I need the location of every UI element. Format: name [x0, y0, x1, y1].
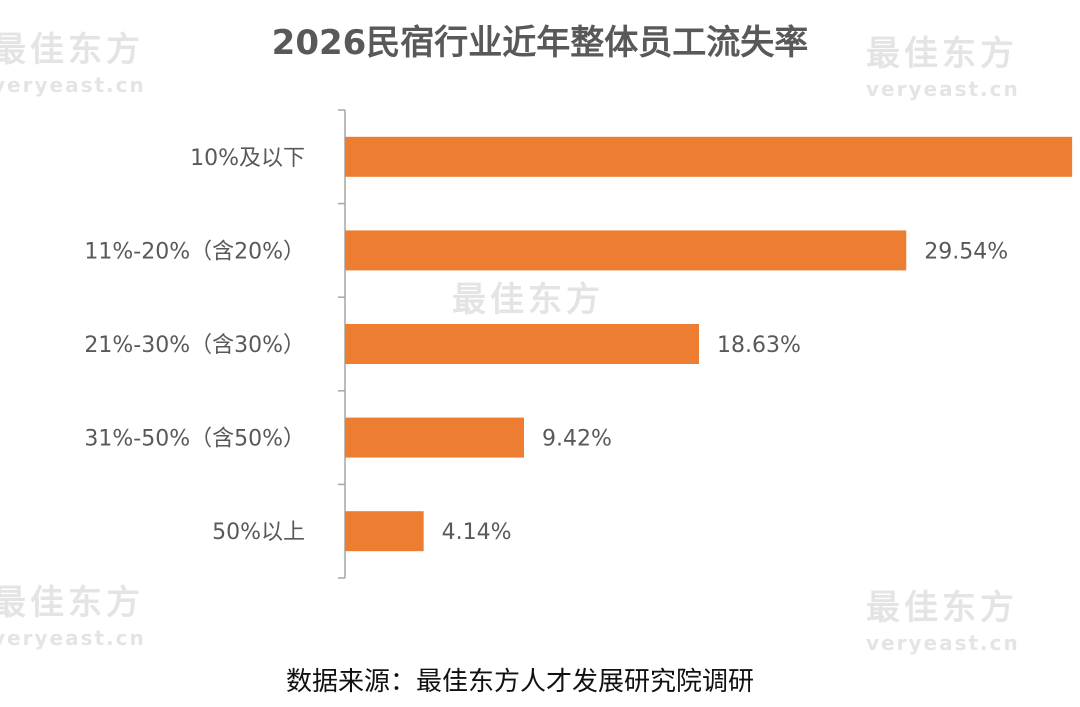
value-label: 29.54% — [924, 239, 1008, 264]
value-label: 18.63% — [717, 333, 801, 358]
bar — [345, 230, 907, 271]
chart-title: 2026民宿行业近年整体员工流失率 — [272, 23, 809, 63]
bar — [345, 511, 424, 552]
y-axis — [338, 109, 346, 579]
category-label: 50%以上 — [212, 520, 305, 545]
category-label: 10%及以下 — [190, 146, 305, 171]
bar — [345, 417, 524, 458]
category-labels: 10%及以下 11%-20%（含20%） 21%-30%（含30%） 31%-50%（… — [84, 146, 305, 545]
value-label: 4.14% — [442, 520, 512, 545]
category-label: 11%-20%（含20%） — [84, 239, 305, 264]
bars — [345, 136, 1073, 552]
bar — [345, 136, 1073, 177]
bar — [345, 324, 699, 364]
source-note: 数据来源：最佳东方人才发展研究院调研 — [286, 667, 754, 697]
value-labels: 38.27%29.54%18.63%9.42%4.14% — [442, 239, 1008, 545]
category-label: 31%-50%（含50%） — [84, 427, 305, 452]
value-label: 9.42% — [542, 427, 612, 452]
category-label: 21%-30%（含30%） — [84, 333, 305, 358]
